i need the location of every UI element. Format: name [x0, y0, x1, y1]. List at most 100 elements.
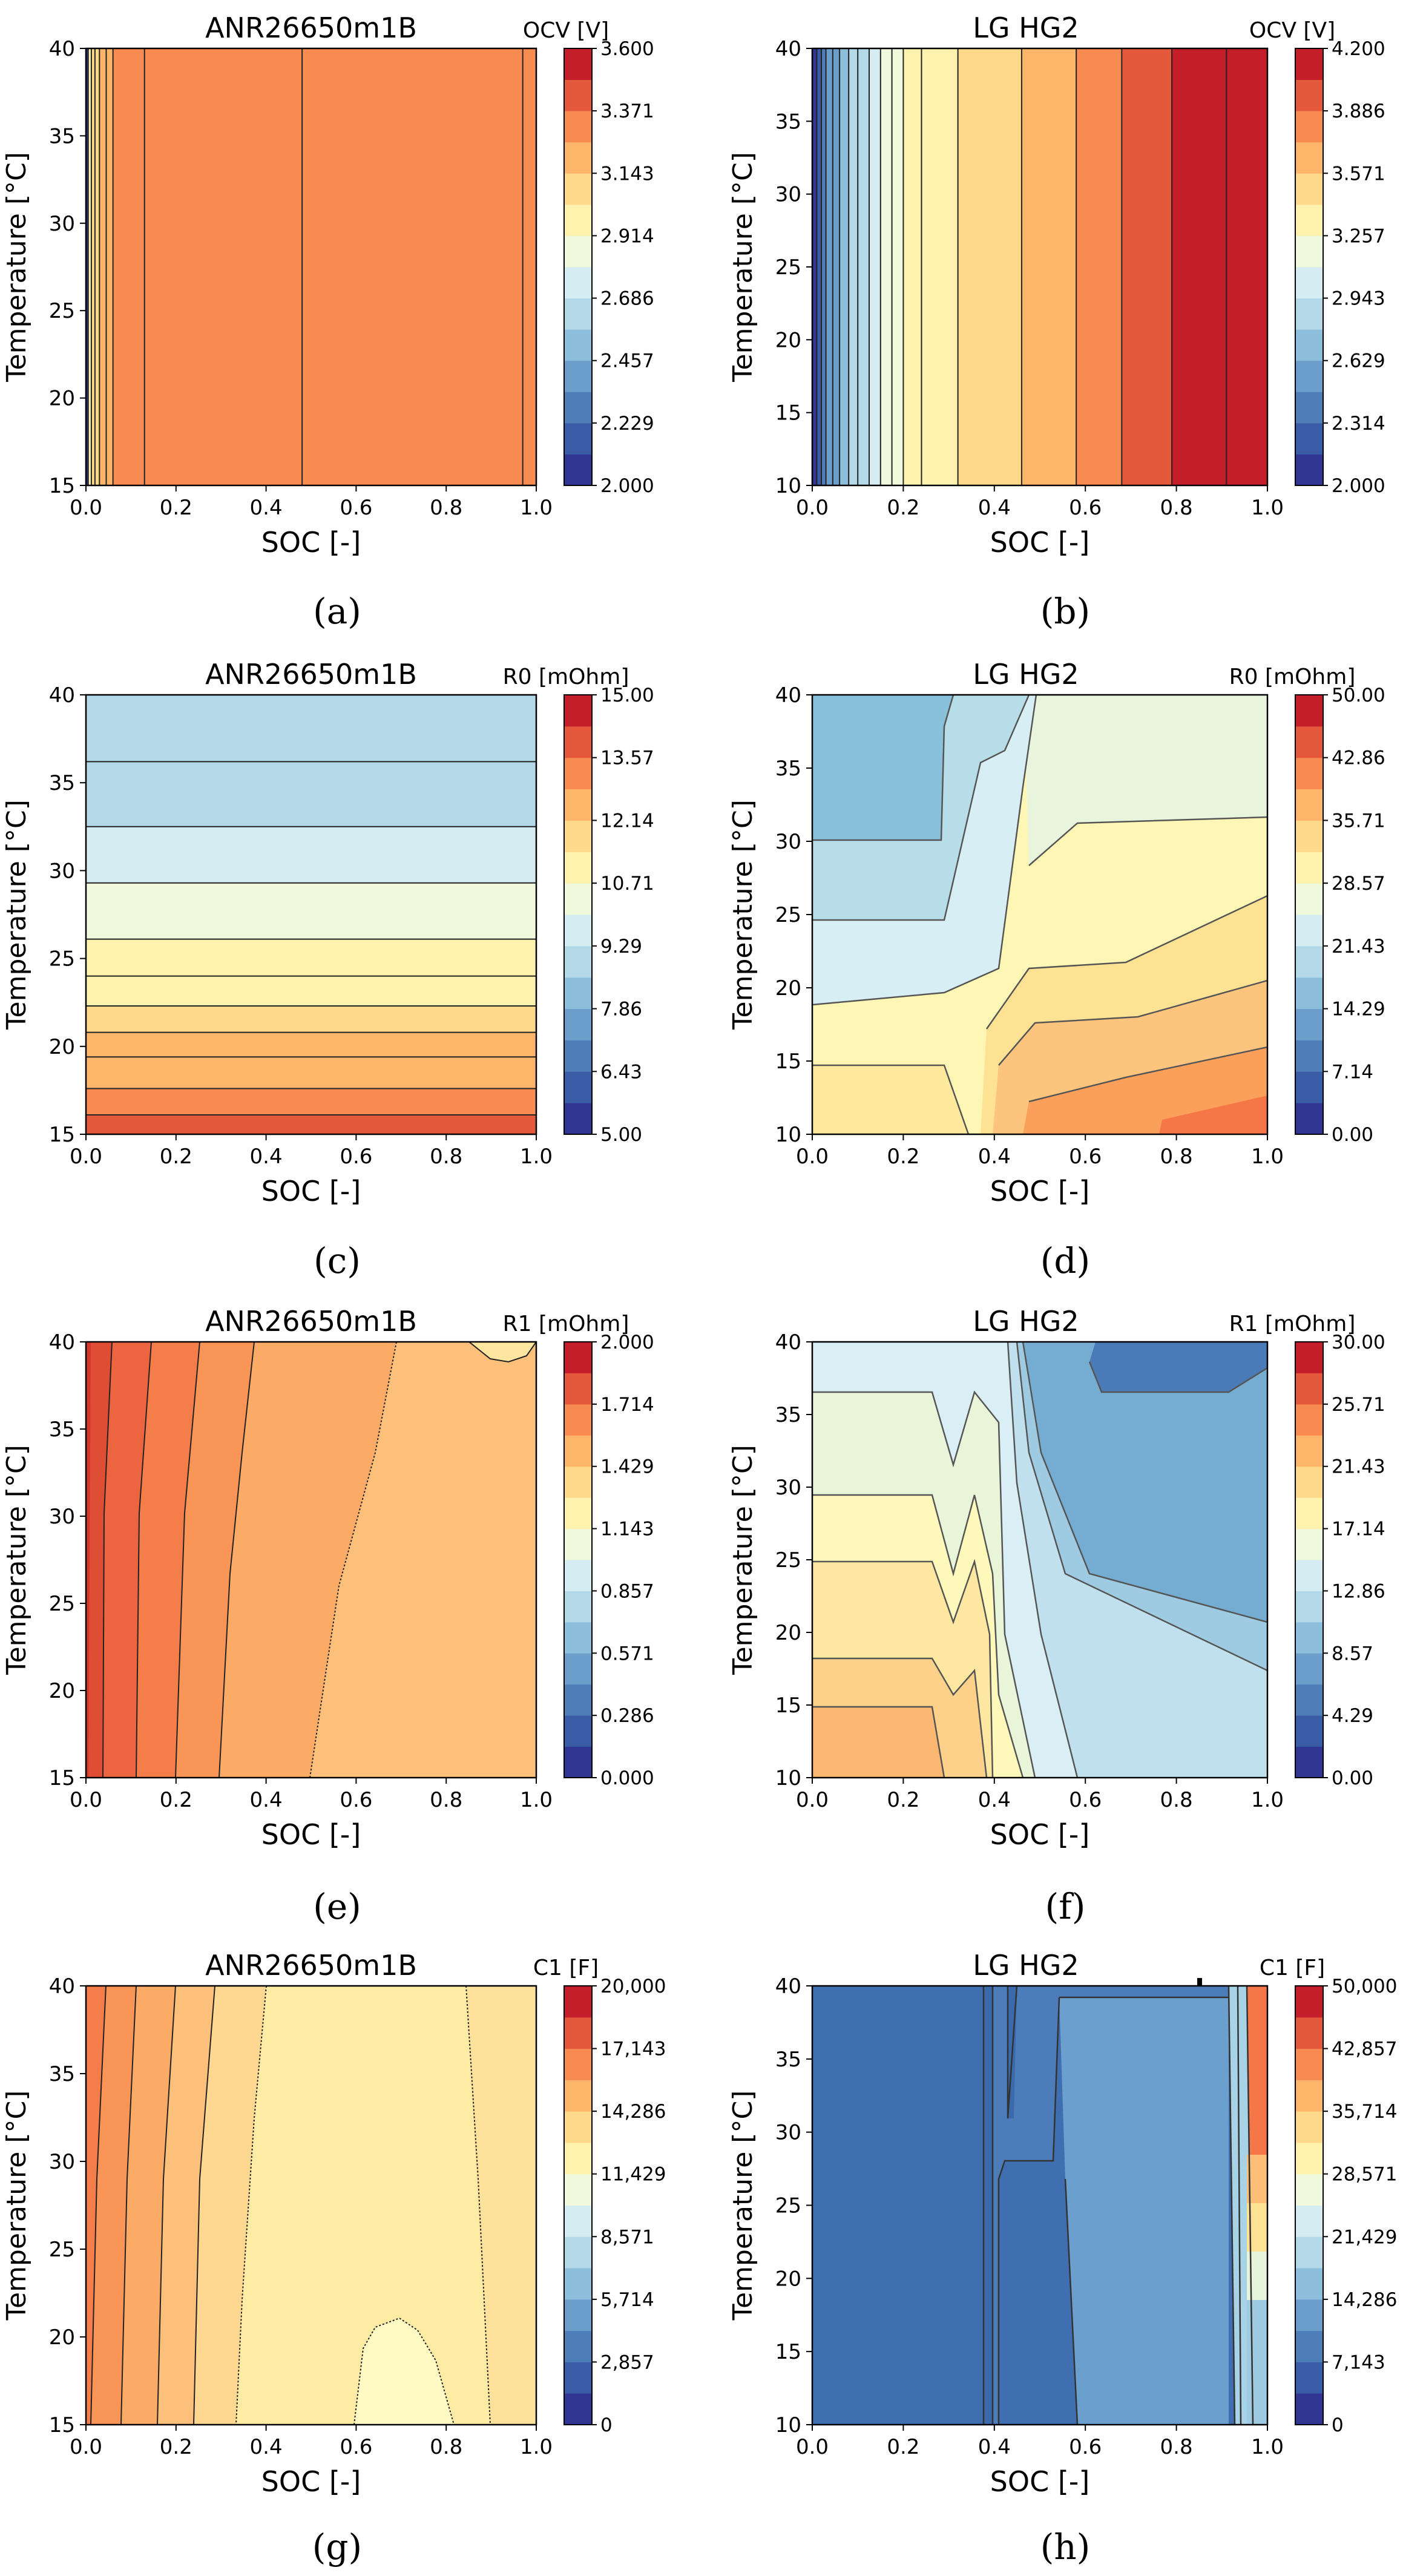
- x-tick-label-h-1: 0.2: [887, 2435, 919, 2459]
- colorbar-tick-label-e-3: 0.857: [600, 1580, 654, 1602]
- band-b-17: [1172, 48, 1227, 485]
- band-b-7: [858, 48, 869, 485]
- y-tick-label-d-1: 15: [775, 1050, 801, 1074]
- contour-line-e-3: [175, 1342, 200, 1778]
- colorbar-label-d: R0 [mOhm]: [1229, 665, 1356, 689]
- colorbar-segment-b-0: [1295, 454, 1323, 486]
- colorbar-segment-h-4: [1295, 2268, 1323, 2300]
- colorbar-segment-g-11: [564, 2048, 592, 2080]
- region-e-band-6: [86, 1342, 91, 1778]
- band-b-5: [840, 48, 849, 485]
- x-tick-label-a-2: 0.4: [250, 496, 283, 520]
- chart-title-e: ANR26650m1B: [205, 1305, 417, 1338]
- contour-line-f-6: [1007, 1342, 1079, 1778]
- colorbar-tick-label-f-5: 21.43: [1332, 1456, 1385, 1478]
- region-h-mid: [987, 1986, 1229, 2425]
- colorbar-segment-h-0: [1295, 2393, 1323, 2425]
- y-tick-label-c-3: 30: [49, 859, 75, 883]
- chart-title-h: LG HG2: [973, 1949, 1079, 1982]
- y-tick-label-g-4: 35: [49, 2062, 75, 2086]
- x-tick-label-b-1: 0.2: [887, 496, 919, 520]
- colorbar-tick-label-f-3: 12.86: [1332, 1580, 1385, 1602]
- y-tick-label-d-3: 25: [775, 903, 801, 927]
- colorbar-tick-label-d-1: 7.14: [1332, 1061, 1373, 1083]
- x-tick-label-e-4: 0.8: [430, 1788, 462, 1812]
- colorbar-segment-h-2: [1295, 2330, 1323, 2362]
- colorbar-label-h: C1 [F]: [1260, 1956, 1325, 1980]
- colorbar-segment-d-13: [1295, 695, 1323, 727]
- band-b-1: [816, 48, 822, 485]
- x-tick-label-f-3: 0.6: [1069, 1788, 1102, 1812]
- colorbar-tick-label-d-6: 42.86: [1332, 748, 1385, 769]
- x-tick-label-a-3: 0.6: [340, 496, 372, 520]
- colorbar-tick-label-e-2: 0.571: [600, 1643, 654, 1664]
- colorbar-tick-label-f-4: 17.14: [1332, 1519, 1385, 1540]
- colorbar-segment-a-0: [564, 454, 592, 486]
- y-tick-label-h-6: 40: [775, 1974, 801, 1999]
- colorbar-tick-label-a-5: 3.143: [600, 163, 654, 185]
- x-tick-label-b-0: 0.0: [796, 496, 829, 520]
- colorbar-segment-f-9: [1295, 1466, 1323, 1498]
- contour-line-f-9: [1088, 1361, 1267, 1393]
- colorbar-tick-label-f-7: 30.00: [1332, 1332, 1385, 1353]
- y-axis-label-f: Temperature [°C]: [728, 1445, 758, 1675]
- colorbar-segment-d-1: [1295, 1071, 1323, 1103]
- y-tick-label-g-3: 30: [49, 2150, 75, 2174]
- colorbar-segment-f-10: [1295, 1435, 1323, 1467]
- contour-line-g-5: [235, 1986, 267, 2425]
- x-tick-label-d-0: 0.0: [796, 1145, 829, 1169]
- plot-area-d: [812, 695, 1267, 1134]
- band-c-10: [86, 1115, 536, 1134]
- contour-line-g-4: [193, 1986, 215, 2425]
- contour-line-g-6: [465, 1986, 491, 2425]
- contour-line-g-2: [120, 1986, 137, 2425]
- y-tick-label-b-2: 20: [775, 328, 801, 352]
- colorbar-segment-f-11: [1295, 1404, 1323, 1436]
- band-a-9: [522, 48, 536, 485]
- colorbar-tick-label-a-1: 2.229: [600, 413, 654, 435]
- colorbar-segment-e-12: [564, 1373, 592, 1405]
- band-c-9: [86, 1088, 536, 1116]
- band-a-5: [106, 48, 113, 485]
- contour-line-d-2: [812, 695, 1030, 921]
- x-tick-label-b-4: 0.8: [1160, 496, 1193, 520]
- colorbar-segment-e-2: [564, 1684, 592, 1716]
- chart-title-f: LG HG2: [973, 1305, 1079, 1338]
- colorbar-segment-c-2: [564, 1040, 592, 1072]
- colorbar-segment-f-8: [1295, 1497, 1323, 1530]
- band-c-2: [86, 826, 536, 883]
- colorbar-tick-label-c-7: 15.00: [600, 685, 654, 706]
- y-axis-label-g: Temperature [°C]: [1, 2091, 32, 2321]
- y-tick-label-a-4: 35: [49, 124, 75, 148]
- contour-line-d-5: [985, 895, 1267, 1030]
- colorbar-segment-d-4: [1295, 977, 1323, 1010]
- colorbar-segment-b-5: [1295, 298, 1323, 330]
- panel-g: 0 2,857 5,714 8,571 11,429 14,286 17,143 20,000…: [1, 1949, 666, 2568]
- colorbar-segment-g-1: [564, 2362, 592, 2394]
- x-axis-label-a: SOC [-]: [261, 526, 361, 559]
- y-tick-label-d-2: 20: [775, 976, 801, 1000]
- contour-line-f-4: [812, 1657, 988, 1778]
- band-c-6: [86, 1006, 536, 1033]
- y-tick-label-d-4: 30: [775, 830, 801, 854]
- contour-line-f-8: [1022, 1342, 1267, 1623]
- x-axis-label-b: SOC [-]: [990, 526, 1090, 559]
- caption-a: (a): [313, 591, 361, 632]
- colorbar-tick-label-b-7: 4.200: [1332, 38, 1385, 60]
- colorbar-frame-a: [564, 48, 593, 486]
- x-tick-label-a-0: 0.0: [70, 496, 102, 520]
- colorbar-tick-label-h-5: 35,714: [1332, 2101, 1397, 2123]
- y-tick-label-c-4: 35: [49, 771, 75, 795]
- x-tick-label-e-2: 0.4: [250, 1788, 283, 1812]
- colorbar-segment-b-11: [1295, 111, 1323, 143]
- axes-e: 0.0 0.2 0.4 0.6 0.8 1.0 15 20 25 30 35 40 SOC [-] Tem…: [1, 1305, 553, 1851]
- y-tick-label-f-3: 25: [775, 1548, 801, 1572]
- colorbar-segment-g-6: [564, 2205, 592, 2237]
- band-b-13: [958, 48, 1022, 485]
- contour-line-f-7: [1016, 1342, 1267, 1672]
- x-tick-label-g-1: 0.2: [160, 2435, 192, 2459]
- colorbar-segment-e-10: [564, 1435, 592, 1467]
- x-tick-label-c-2: 0.4: [250, 1145, 283, 1169]
- colorbar-segment-e-11: [564, 1404, 592, 1436]
- caption-e: (e): [313, 1886, 361, 1927]
